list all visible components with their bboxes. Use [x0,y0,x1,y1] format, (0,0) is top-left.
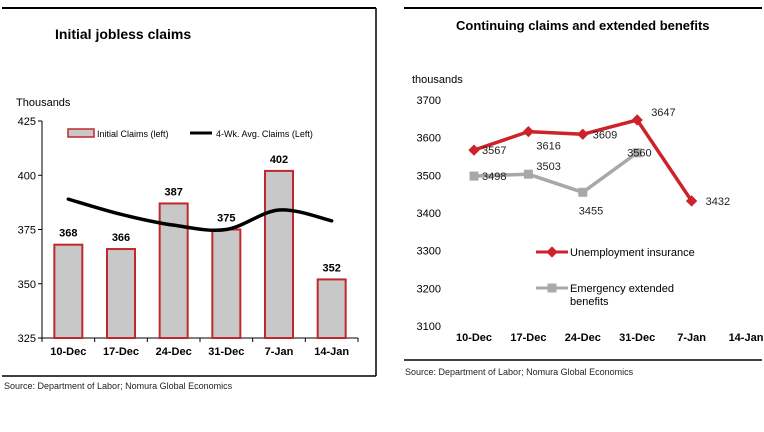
eeb-data-label: 3455 [579,205,603,217]
eeb-marker [632,148,642,158]
claims-bar [53,243,84,339]
y-tick-label: 3500 [417,170,441,182]
ui-data-label: 3432 [706,196,730,208]
legend-marker-eeb [547,283,557,293]
x-tick-label: 31-Dec [208,346,244,358]
eeb-data-label: 3498 [482,171,506,183]
claims-bar [211,228,242,339]
claims-bar [316,278,347,340]
eeb-line [473,151,639,195]
legend-label-ui: Unemployment insurance [570,247,695,259]
claims-data-label: 368 [59,228,77,240]
initial-claims-chart: Initial jobless claims Thousands 325 350 375… [2,7,377,377]
ui-marker [685,195,698,207]
eeb-marker [578,187,588,197]
legend-label-avg: 4-Wk. Avg. Claims (Left) [216,129,313,139]
y-tick-label: 400 [18,170,36,182]
y-axis-label: Thousands [16,97,71,109]
claims-bar [264,169,294,339]
legend-marker-ui [546,246,558,258]
y-tick-label: 3700 [417,95,441,107]
x-tick-label: 17-Dec [103,346,139,358]
ui-data-label: 3609 [593,129,617,141]
x-tick-label: 14-Jan [314,346,349,358]
x-tick-label: 10-Dec [456,332,492,344]
claims-data-label: 375 [217,213,235,225]
claims-data-label: 402 [270,154,288,166]
y-tick-label: 425 [18,116,36,128]
ui-marker [522,125,535,138]
x-tick-label: 7-Jan [265,346,294,358]
source-note-right: Source: Department of Labor; Nomura Glob… [405,367,634,377]
y-tick-label: 3200 [417,283,441,295]
claims-data-label: 387 [164,186,182,198]
y-tick-label: 350 [18,279,36,291]
eeb-data-label: 3503 [536,161,560,173]
eeb-marker [469,171,479,181]
x-tick-label: 24-Dec [156,346,192,358]
y-tick-label: 3600 [417,133,441,145]
legend-label-claims: Initial Claims (left) [97,129,169,139]
ui-marker [468,144,480,156]
y-tick-label: 375 [18,225,36,237]
x-tick-label: 17-Dec [510,332,546,344]
initial-claims-panel: Initial jobless claims Thousands 325 350 375… [0,0,378,380]
ui-data-label: 3616 [536,141,560,153]
legend-swatch-claims [67,128,95,138]
legend-label-eeb-line2: benefits [570,296,609,308]
eeb-data-label: 3560 [627,148,651,160]
y-tick-label: 3400 [417,208,441,220]
x-tick-label: 24-Dec [565,332,601,344]
chart-title: Continuing claims and extended benefits [456,18,710,33]
claims-bar [106,248,136,339]
ui-marker [577,128,589,140]
chart-title: Initial jobless claims [55,26,191,42]
claims-data-label: 352 [322,262,340,274]
continuing-claims-panel: Continuing claims and extended benefits t… [400,0,764,362]
y-tick-label: 3100 [417,321,441,333]
legend-label-eeb-line1: Emergency extended [570,283,674,295]
source-note-left: Source: Department of Labor; Nomura Glob… [4,381,233,391]
x-tick-label: 10-Dec [50,346,86,358]
x-tick-label: 7-Jan [677,332,706,344]
ui-data-label: 3647 [651,107,675,119]
y-tick-label: 3300 [417,246,441,258]
ui-data-label: 3567 [482,145,506,157]
y-axis-label: thousands [412,74,463,86]
x-tick-label: 14-Jan [729,332,764,344]
eeb-marker [523,169,533,179]
claims-data-label: 366 [112,232,130,244]
x-tick-label: 31-Dec [619,332,655,344]
avg-claims-line [66,197,334,232]
y-tick-label: 325 [18,333,36,345]
continuing-claims-chart: Continuing claims and extended benefits t… [404,7,764,361]
